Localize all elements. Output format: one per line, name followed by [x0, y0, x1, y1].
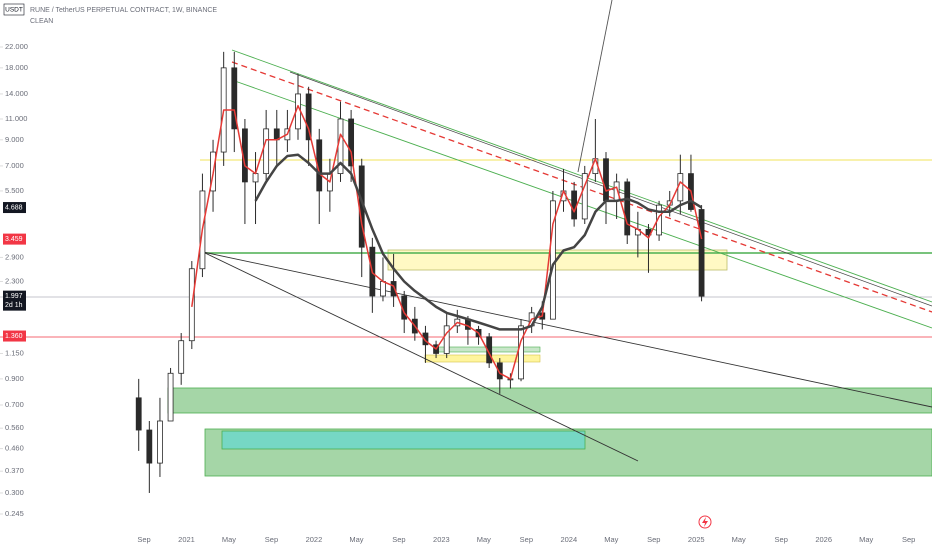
- trendline: [577, 0, 613, 173]
- y-tick-label: 0.700: [5, 400, 24, 409]
- y-tick-label: 0.560: [5, 423, 24, 432]
- price-badge: [3, 290, 26, 311]
- y-tick-label: 2.900: [5, 252, 24, 261]
- candle-body: [178, 340, 185, 374]
- candle-body: [698, 209, 705, 297]
- y-tick-label: 1.150: [5, 348, 24, 357]
- candle-body: [603, 158, 609, 202]
- event-icon-bolt: [702, 517, 708, 527]
- candle-body: [146, 429, 153, 464]
- x-tick-label: 2023: [433, 535, 450, 544]
- candle-body: [422, 332, 429, 346]
- price-badge: [3, 330, 26, 342]
- candle-body: [390, 281, 397, 297]
- layout-name: CLEAN: [30, 18, 53, 25]
- y-tick-label: 0.370: [5, 466, 24, 475]
- y-tick-label: 9.000: [5, 135, 24, 144]
- plot-area: [135, 51, 705, 493]
- x-tick-label: Sep: [265, 535, 278, 544]
- candle-body: [380, 281, 386, 297]
- x-tick-label: Sep: [392, 535, 405, 544]
- y-tick-label: 7.000: [5, 161, 24, 170]
- price-badge-label: 3.459: [5, 236, 23, 243]
- candle-body: [348, 118, 355, 167]
- y-tick-label: 18.000: [5, 63, 28, 72]
- x-tick-label: Sep: [647, 535, 660, 544]
- candle-body: [305, 93, 312, 141]
- price-badge-label: 1.360: [5, 333, 23, 340]
- candle-body: [581, 173, 588, 220]
- x-tick-label: Sep: [775, 535, 788, 544]
- price-badge: [3, 202, 26, 214]
- moving-average: [191, 104, 703, 380]
- candle-body: [263, 128, 270, 175]
- accumulation-zone: [221, 430, 586, 450]
- x-tick-label: May: [732, 535, 746, 544]
- y-tick-label: 0.460: [5, 444, 24, 453]
- x-tick-label: Sep: [902, 535, 915, 544]
- candle-body: [496, 362, 503, 380]
- x-tick-label: May: [859, 535, 873, 544]
- price-badge: [3, 233, 26, 245]
- price-badge-label: 1.997: [5, 293, 23, 300]
- x-tick-label: May: [349, 535, 363, 544]
- x-tick-label: 2024: [560, 535, 577, 544]
- x-tick-label: Sep: [137, 535, 150, 544]
- x-tick-label: 2026: [815, 535, 832, 544]
- x-tick-label: 2022: [306, 535, 323, 544]
- y-tick-label: 22.000: [5, 42, 28, 51]
- candle-body: [135, 397, 142, 431]
- x-tick-label: 2025: [688, 535, 705, 544]
- y-tick-label: 0.300: [5, 488, 24, 497]
- candle-body: [157, 420, 163, 464]
- y-tick-label: 11.000: [5, 114, 27, 123]
- symbol-title: RUNE / TetherUS PERPETUAL CONTRACT, 1W, …: [30, 7, 217, 14]
- trendline: [202, 251, 639, 462]
- y-tick-label: 5.500: [5, 186, 24, 195]
- candle-body: [167, 372, 174, 422]
- y-tick-label: 2.300: [5, 276, 24, 285]
- candle-body: [518, 325, 524, 380]
- candle-body: [443, 325, 450, 354]
- x-tick-label: May: [604, 535, 618, 544]
- candle-body: [624, 181, 631, 236]
- candle-body: [571, 190, 578, 220]
- event-icon[interactable]: [698, 515, 712, 529]
- candle-body: [231, 67, 238, 130]
- moving-average: [254, 153, 703, 331]
- price-badge-label: 4.688: [5, 204, 23, 211]
- currency-box: [3, 3, 25, 16]
- trendline: [202, 251, 932, 408]
- y-tick-label: 0.245: [5, 509, 24, 518]
- x-tick-label: 2021: [178, 535, 195, 544]
- price-badge-sublabel: 2d 1h: [5, 302, 23, 309]
- support-zone: [167, 387, 932, 414]
- candle-body: [252, 173, 259, 183]
- y-tick-label: 14.000: [5, 89, 28, 98]
- currency: USDT: [5, 7, 23, 14]
- x-tick-label: Sep: [520, 535, 533, 544]
- x-tick-label: May: [222, 535, 236, 544]
- x-tick-label: May: [477, 535, 491, 544]
- y-tick-label: 0.900: [5, 374, 24, 383]
